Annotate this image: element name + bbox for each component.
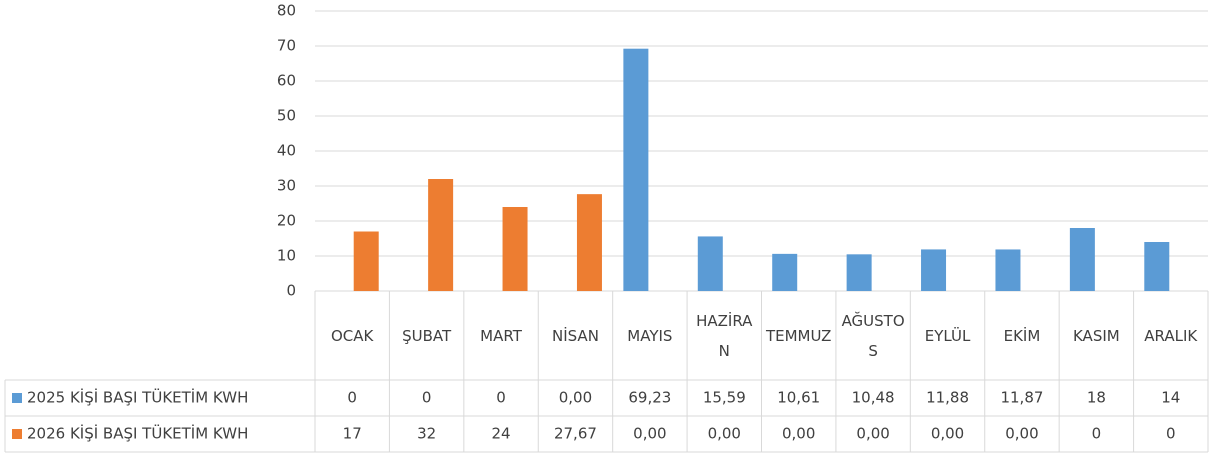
y-tick-label: 80 bbox=[277, 2, 296, 20]
table-value: 0,00 bbox=[782, 425, 815, 443]
table-value: 11,87 bbox=[1000, 389, 1043, 407]
x-tick-label-box: AĞUSTOS bbox=[841, 311, 905, 360]
table-value: 0 bbox=[1092, 425, 1102, 443]
table-value: 0,00 bbox=[931, 425, 964, 443]
y-tick-label: 20 bbox=[277, 212, 296, 230]
x-tick-label: ŞUBAT bbox=[402, 326, 452, 345]
x-tick-label-box: EYLÜL bbox=[924, 326, 971, 345]
legend-label: 2025 KİŞİ BAŞI TÜKETİM KWH bbox=[27, 388, 248, 407]
bar bbox=[921, 249, 947, 291]
bar bbox=[1069, 228, 1095, 291]
y-tick-label: 70 bbox=[277, 37, 296, 55]
table-value: 0,00 bbox=[708, 425, 741, 443]
bar bbox=[502, 207, 528, 291]
table-value: 0,00 bbox=[1005, 425, 1038, 443]
y-tick-label: 0 bbox=[286, 282, 296, 300]
x-tick-label-box: ARALIK bbox=[1144, 326, 1198, 345]
y-tick-label: 40 bbox=[277, 142, 296, 160]
table-value: 32 bbox=[417, 425, 436, 443]
table-value: 10,48 bbox=[852, 389, 895, 407]
x-tick-label: NİSAN bbox=[551, 326, 599, 345]
y-tick-label: 60 bbox=[277, 72, 296, 90]
x-tick-label-box: NİSAN bbox=[551, 326, 599, 345]
bar bbox=[1144, 242, 1170, 291]
y-tick-label: 30 bbox=[277, 177, 296, 195]
table-value: 17 bbox=[343, 425, 362, 443]
table-value: 11,88 bbox=[926, 389, 969, 407]
y-tick-label: 10 bbox=[277, 247, 296, 265]
x-tick-label: HAZİRAN bbox=[696, 311, 753, 360]
x-tick-label-box: KASIM bbox=[1072, 326, 1120, 345]
bar bbox=[697, 236, 723, 291]
bar bbox=[576, 194, 602, 291]
table-value: 69,23 bbox=[628, 389, 671, 407]
table-value: 0 bbox=[347, 389, 357, 407]
table-value: 0,00 bbox=[559, 389, 592, 407]
x-tick-label: EKİM bbox=[1003, 326, 1041, 345]
x-tick-label: OCAK bbox=[331, 326, 374, 345]
legend-label: 2026 KİŞİ BAŞI TÜKETİM KWH bbox=[27, 424, 248, 443]
x-tick-label-box: TEMMUZ bbox=[765, 326, 832, 345]
bar bbox=[846, 254, 872, 291]
x-tick-label: EYLÜL bbox=[924, 326, 971, 345]
legend-key bbox=[12, 429, 22, 439]
x-tick-label: TEMMUZ bbox=[765, 326, 832, 345]
x-tick-label: MART bbox=[480, 326, 522, 345]
x-tick-label: MAYIS bbox=[627, 326, 673, 345]
table-value: 0,00 bbox=[633, 425, 666, 443]
legend-key bbox=[12, 393, 22, 403]
x-tick-label-box: MART bbox=[480, 326, 522, 345]
bar bbox=[772, 253, 798, 291]
bar bbox=[623, 48, 649, 291]
x-tick-label-box: HAZİRAN bbox=[696, 311, 753, 360]
x-tick-label: AĞUSTOS bbox=[841, 311, 905, 360]
table-value: 0,00 bbox=[856, 425, 889, 443]
x-tick-label: ARALIK bbox=[1144, 326, 1198, 345]
table-value: 18 bbox=[1087, 389, 1106, 407]
x-tick-label-box: ŞUBAT bbox=[402, 326, 452, 345]
x-tick-label-box: EKİM bbox=[1003, 326, 1041, 345]
table-value: 0 bbox=[422, 389, 432, 407]
table-value: 0 bbox=[1166, 425, 1176, 443]
table-value: 15,59 bbox=[703, 389, 746, 407]
bar bbox=[428, 179, 454, 291]
x-tick-label-box: MAYIS bbox=[627, 326, 673, 345]
table-value: 10,61 bbox=[777, 389, 820, 407]
x-tick-label-box: OCAK bbox=[331, 326, 374, 345]
table-value: 0 bbox=[496, 389, 506, 407]
y-tick-label: 50 bbox=[277, 107, 296, 125]
bar bbox=[995, 249, 1021, 291]
table-value: 14 bbox=[1161, 389, 1180, 407]
table-value: 24 bbox=[491, 425, 510, 443]
bar bbox=[353, 231, 379, 291]
table-value: 27,67 bbox=[554, 425, 597, 443]
x-tick-label: KASIM bbox=[1072, 326, 1120, 345]
